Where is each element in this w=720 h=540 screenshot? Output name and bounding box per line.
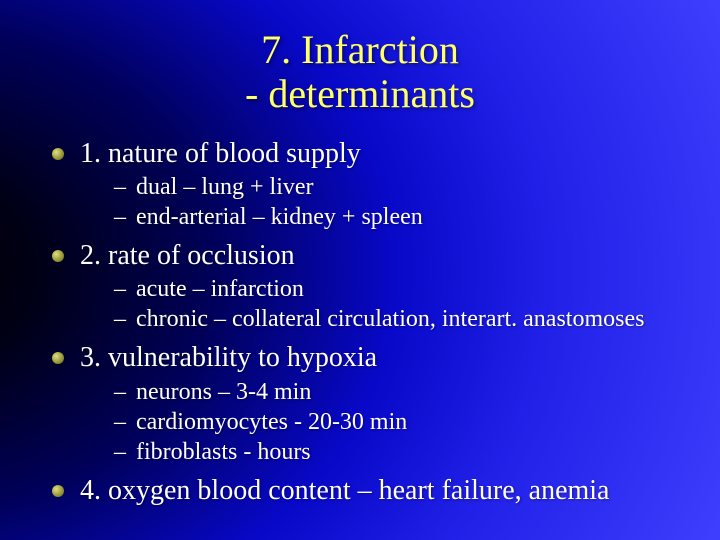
item-label: 1. nature of blood supply: [80, 138, 361, 169]
main-list: 1. nature of blood supply dual – lung + …: [50, 138, 690, 507]
sub-item: acute – infarction: [80, 274, 690, 304]
title-line-1: 7. Infarction: [261, 27, 459, 72]
sub-list: acute – infarction chronic – collateral …: [80, 274, 690, 334]
sub-item: chronic – collateral circulation, intera…: [80, 304, 690, 334]
list-item: 3. vulnerability to hypoxia neurons – 3-…: [50, 342, 690, 466]
sub-item: end-arterial – kidney + spleen: [80, 202, 690, 232]
sub-item: cardiomyocytes - 20-30 min: [80, 407, 690, 437]
list-item: 1. nature of blood supply dual – lung + …: [50, 138, 690, 232]
item-label: 4. oxygen blood content – heart failure,…: [80, 475, 609, 506]
title-line-2: - determinants: [245, 71, 475, 116]
item-label: 2. rate of occlusion: [80, 240, 295, 271]
sub-item: neurons – 3-4 min: [80, 377, 690, 407]
list-item: 2. rate of occlusion acute – infarction …: [50, 240, 690, 334]
item-label: 3. vulnerability to hypoxia: [80, 342, 377, 373]
sub-item: dual – lung + liver: [80, 172, 690, 202]
list-item: 4. oxygen blood content – heart failure,…: [50, 475, 690, 507]
sub-list: neurons – 3-4 min cardiomyocytes - 20-30…: [80, 377, 690, 467]
sub-item: fibroblasts - hours: [80, 437, 690, 467]
sub-list: dual – lung + liver end-arterial – kidne…: [80, 172, 690, 232]
slide-title: 7. Infarction - determinants: [30, 28, 690, 116]
